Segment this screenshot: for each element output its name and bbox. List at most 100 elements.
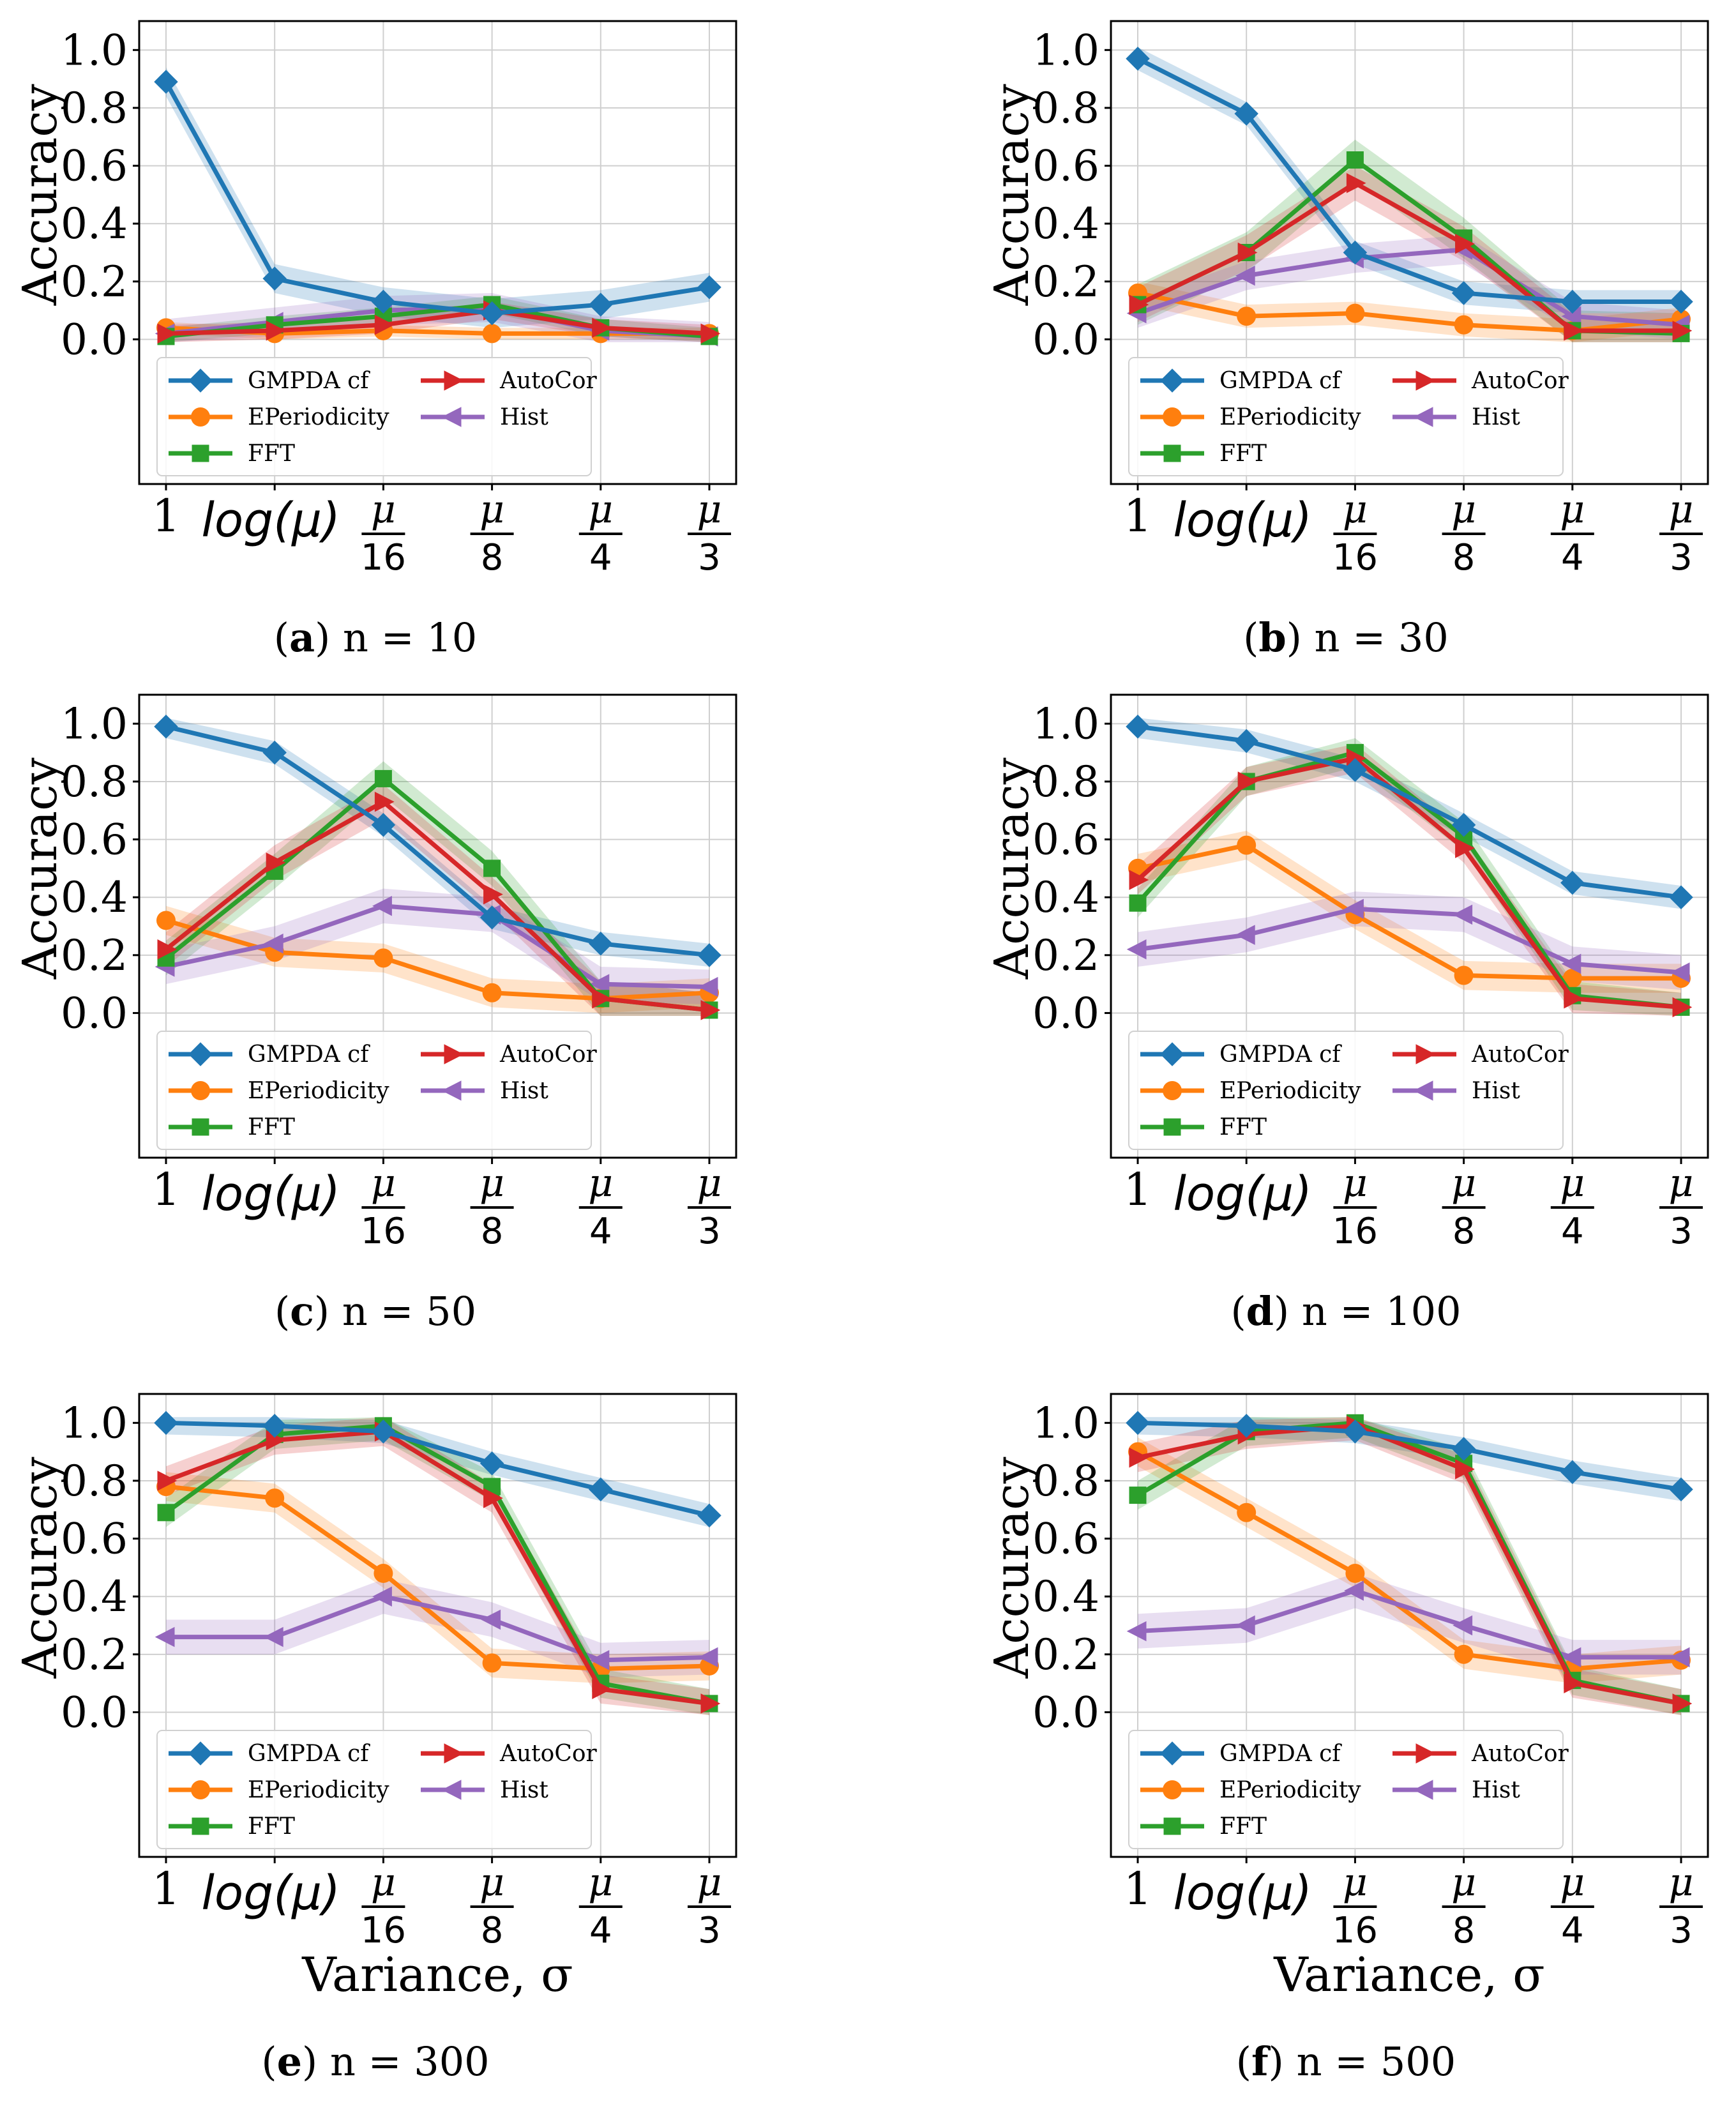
legend-marker [1163,407,1182,427]
y-tick-label: 0.0 [1032,1688,1099,1737]
confidence-band-fft [166,761,709,1016]
x-tick-one: 1 [1124,490,1152,542]
legend-entry-autocor: AutoCor [421,368,598,394]
y-tick-label: 0.0 [61,988,128,1038]
y-tick-label: 1.0 [61,26,128,75]
x-tick-label: μ4 [1550,1860,1594,1951]
y-tick-label: 0.0 [1032,315,1099,364]
legend-marker [444,370,464,391]
series-line-gmpda-cf [165,724,710,958]
legend-entry-fft: FFT [169,441,295,467]
legend-box [156,1031,592,1150]
legend-marker [191,407,210,427]
x-tick-denominator: 3 [698,537,721,579]
data-point-eperiodicity [482,983,502,1003]
subfigure-caption: (a) n = 10 [274,614,478,661]
y-tick-label: 0.8 [1032,84,1099,133]
x-tick-denominator: 8 [481,1211,504,1252]
legend-label: GMPDA cf [1219,368,1342,394]
legend-marker [188,1042,213,1066]
series-line-autocor [1136,181,1681,333]
legend-marker [1163,444,1181,462]
legend-label: FFT [248,1114,295,1140]
confidence-band-fft [1138,738,1681,1016]
legend-marker [441,407,462,427]
data-point-autocor [1237,771,1258,792]
data-point-gmpda-cf [154,1411,178,1435]
series-line-eperiodicity [1136,1449,1682,1671]
data-point-gmpda-cf [1451,813,1476,837]
series-line-autocor [1137,1423,1682,1706]
legend-label: AutoCor [499,1041,598,1068]
legend-label: Hist [1472,1777,1520,1803]
y-tick-label: 0.8 [1032,757,1099,806]
data-point-autocor [1564,988,1584,1009]
series-line-gmpda-cf [1136,56,1681,305]
plot-frame [1110,20,1709,485]
x-tick-label: log(μ) [201,493,340,548]
y-tick-label: 0.6 [1032,142,1099,191]
data-point-hist [589,974,610,994]
x-axis-label: Variance, σ [301,1948,573,2002]
y-tick-label: 0.4 [1032,873,1099,922]
legend-entry-autocor: AutoCor [1393,1741,1569,1767]
x-tick-numerator: μ [371,1860,396,1905]
data-point-gmpda-cf [1234,729,1258,753]
x-tick-label: μ3 [1659,1161,1703,1252]
data-point-hist [1235,1615,1255,1636]
data-point-autocor [700,323,721,344]
x-tick-label: μ3 [688,487,731,579]
confidence-band-fft [1138,139,1681,342]
x-tick-label: μ8 [470,487,514,579]
caption-text: n = 50 [329,1288,476,1335]
legend-marker [1413,1080,1433,1101]
data-point-gmpda-cf [1234,102,1258,126]
data-point-gmpda-cf [1343,758,1368,782]
data-point-gmpda-cf [1343,240,1368,265]
x-tick-denominator: 3 [1670,537,1693,579]
confidence-band-autocor [166,784,709,1016]
data-point-gmpda-cf [262,740,287,765]
legend-entry-gmpda-cf: GMPDA cf [1140,1741,1342,1767]
legend-label: GMPDA cf [1219,1741,1342,1767]
legend-box [1128,1031,1564,1150]
plot-frame [138,693,737,1159]
legend-marker [1415,1743,1436,1764]
data-point-hist [1453,1615,1473,1636]
data-point-fft [483,859,501,877]
legend-label: EPeriodicity [1219,1777,1361,1803]
caption-paren-open: ( [275,1288,290,1335]
legend-marker [441,1780,462,1800]
legend-label: Hist [500,1078,548,1104]
caption-text: n = 100 [1289,1288,1461,1335]
x-tick-label: log(μ) [201,1866,340,1921]
legend-marker [192,1817,209,1835]
data-point-gmpda-cf [697,275,721,299]
caption-paren-close: ) [302,2038,317,2085]
y-tick-label: 0.2 [1032,257,1099,307]
legend-entry-eperiodicity: EPeriodicity [169,404,389,430]
legend-entry-autocor: AutoCor [1393,368,1569,394]
caption-text: n = 300 [317,2038,489,2085]
legend-label: Hist [500,1777,548,1803]
confidence-band-gmpda-cf [166,67,709,328]
legend-marker [444,1743,464,1764]
series-line-fft [1136,750,1682,1010]
x-tick-label: μ3 [1659,1860,1703,1951]
data-point-hist [1344,898,1364,920]
legend-label: GMPDA cf [1219,1041,1342,1068]
data-point-gmpda-cf [589,292,613,317]
legend-entry-hist: Hist [1393,404,1520,430]
x-tick-one: 1 [152,1863,181,1915]
data-point-eperiodicity [482,1653,502,1673]
legend-marker [1160,1042,1184,1066]
legend-entry-gmpda-cf: GMPDA cf [169,1741,370,1767]
x-tick-log-mu: log(μ) [1173,1866,1312,1921]
confidence-band-autocor [1138,744,1681,1016]
data-point-gmpda-cf [479,1451,504,1476]
y-tick-label: 0.0 [61,1688,128,1737]
y-tick-label: 0.6 [1032,1515,1099,1564]
data-point-autocor [1564,1673,1584,1693]
y-tick-label: 0.8 [61,1457,128,1506]
series-line-autocor [165,1429,710,1706]
